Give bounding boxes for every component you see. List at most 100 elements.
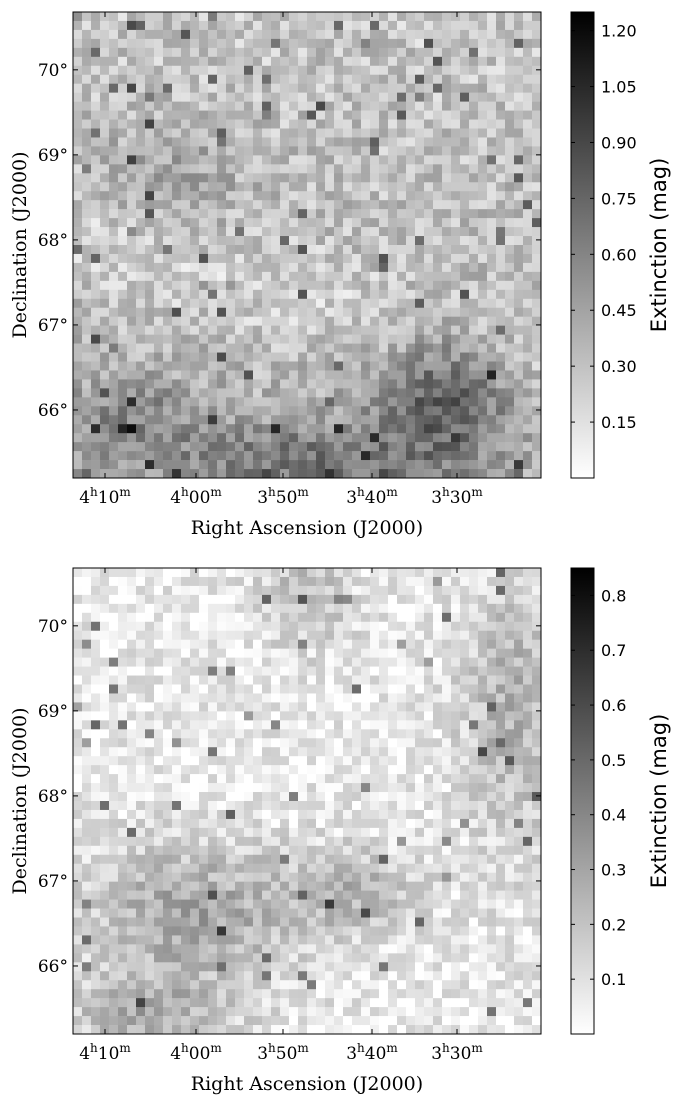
heatmap-cell-1166 (271, 209, 281, 219)
heatmap-cell-1273 (298, 227, 308, 237)
heatmap-cell-529 (154, 101, 164, 111)
heatmap-cell-80 (325, 20, 335, 31)
heatmap-cell-2515 (244, 442, 254, 452)
heatmap-cell-1723 (136, 863, 146, 873)
heatmap-cell-2048 (253, 361, 263, 371)
heatmap-cell-1918 (487, 334, 497, 344)
heatmap-cell-1700 (397, 854, 407, 865)
heatmap-cell-357 (478, 65, 488, 76)
heatmap-cell-570 (523, 657, 533, 667)
heatmap-cell-932 (505, 164, 515, 174)
heatmap-cell-1542 (379, 271, 389, 282)
heatmap-cell-2505 (154, 442, 164, 452)
heatmap-cell-19 (244, 568, 254, 578)
heatmap-cell-679 (100, 128, 110, 138)
heatmap-cell-800 (253, 146, 263, 156)
heatmap-cell-280 (253, 56, 263, 67)
heatmap-cell-545 (298, 657, 308, 667)
heatmap-cell-640 (217, 119, 227, 129)
heatmap-cell-378 (199, 74, 209, 84)
heatmap-cell-856 (289, 711, 299, 721)
heatmap-cell-1878 (127, 890, 137, 900)
heatmap-cell-2608 (145, 460, 155, 470)
heatmap-cell-2382 (451, 415, 461, 425)
heatmap-cell-1752 (397, 307, 407, 317)
heatmap-cell-2127 (496, 926, 506, 936)
heatmap-cell-1616 (109, 289, 119, 300)
heatmap-cell-2131 (532, 926, 542, 936)
heatmap-cell-315 (100, 65, 110, 76)
heatmap-cell-831 (532, 702, 542, 712)
heatmap-cell-1995 (244, 352, 254, 362)
heatmap-cell-852 (253, 711, 263, 721)
heatmap-cell-1087 (496, 747, 506, 757)
heatmap-cell-225 (226, 47, 236, 58)
heatmap-cell-2 (91, 12, 101, 22)
heatmap-cell-2090 (163, 370, 173, 380)
heatmap-cell-1585 (298, 836, 308, 847)
heatmap-cell-2088 (145, 926, 155, 936)
heatmap-cell-1443 (424, 253, 434, 264)
heatmap-cell-170 (199, 594, 209, 605)
heatmap-cell-830 (523, 146, 533, 156)
heatmap-cell-235 (316, 47, 326, 58)
heatmap-cell-1890 (235, 334, 245, 344)
heatmap-cell-676 (73, 684, 83, 694)
heatmap-cell-1164 (253, 765, 263, 775)
heatmap-cell-2321 (370, 406, 380, 416)
heatmap-cell-1929 (118, 343, 128, 353)
heatmap-cell-1546 (415, 827, 425, 838)
heatmap-cell-978 (451, 729, 461, 739)
heatmap-cell-2254 (235, 397, 245, 407)
heatmap-cell-1827 (136, 325, 146, 335)
heatmap-cell-1889 (226, 334, 236, 344)
heatmap-cell-865 (370, 155, 380, 165)
heatmap-cell-1762 (487, 307, 497, 317)
heatmap-cell-1294 (487, 227, 497, 237)
heatmap-cell-433 (226, 639, 236, 649)
heatmap-cell-1644 (361, 845, 371, 856)
heatmap-cell-923 (424, 720, 434, 730)
heatmap-cell-2558 (163, 451, 173, 461)
heatmap-cell-337 (298, 621, 308, 632)
heatmap-cell-1999 (280, 908, 290, 918)
heatmap-cell-2560 (181, 451, 191, 461)
heatmap-cell-1461 (118, 262, 128, 273)
heatmap-cell-1347 (496, 792, 506, 802)
heatmap-cell-1100 (145, 756, 155, 766)
heatmap-cell-2235 (532, 388, 542, 398)
heatmap-cell-541 (262, 101, 272, 111)
colorbar-tick-label-0: 1.20 (601, 22, 637, 41)
heatmap-cell-428 (181, 639, 191, 649)
heatmap-cell-2190 (127, 944, 137, 954)
heatmap-cell-2400 (145, 424, 155, 434)
heatmap-cell-839 (136, 155, 146, 165)
heatmap-cell-1532 (289, 271, 299, 282)
heatmap-cell-651 (316, 119, 326, 129)
heatmap-cell-2068 (433, 917, 443, 927)
heatmap-cell-760 (361, 137, 371, 147)
heatmap-cell-983 (496, 729, 506, 739)
heatmap-cell-1595 (388, 836, 398, 847)
heatmap-cell-1432 (325, 253, 335, 264)
heatmap-cell-1512 (109, 827, 119, 838)
heatmap-cell-1182 (415, 209, 425, 219)
heatmap-cell-566 (487, 101, 497, 111)
heatmap-cell-463 (496, 83, 506, 93)
heatmap-cell-42 (451, 568, 461, 578)
heatmap-cell-1132 (433, 200, 443, 210)
heatmap-cell-2536 (433, 442, 443, 452)
heatmap-cell-1848 (325, 881, 335, 891)
heatmap-cell-343 (352, 621, 362, 632)
heatmap-cell-612 (433, 110, 443, 120)
heatmap-cell-2665 (190, 469, 200, 479)
heatmap-cell-1456 (73, 818, 83, 829)
heatmap-cell-2226 (451, 944, 461, 954)
heatmap-cell-2077 (514, 917, 524, 927)
heatmap-cell-894 (163, 720, 173, 730)
heatmap-cell-1470 (199, 262, 209, 273)
heatmap-cell-469 (82, 92, 92, 102)
heatmap-cell-954 (235, 729, 245, 739)
heatmap-cell-777 (514, 137, 524, 147)
heatmap-cell-1890 (235, 890, 245, 900)
